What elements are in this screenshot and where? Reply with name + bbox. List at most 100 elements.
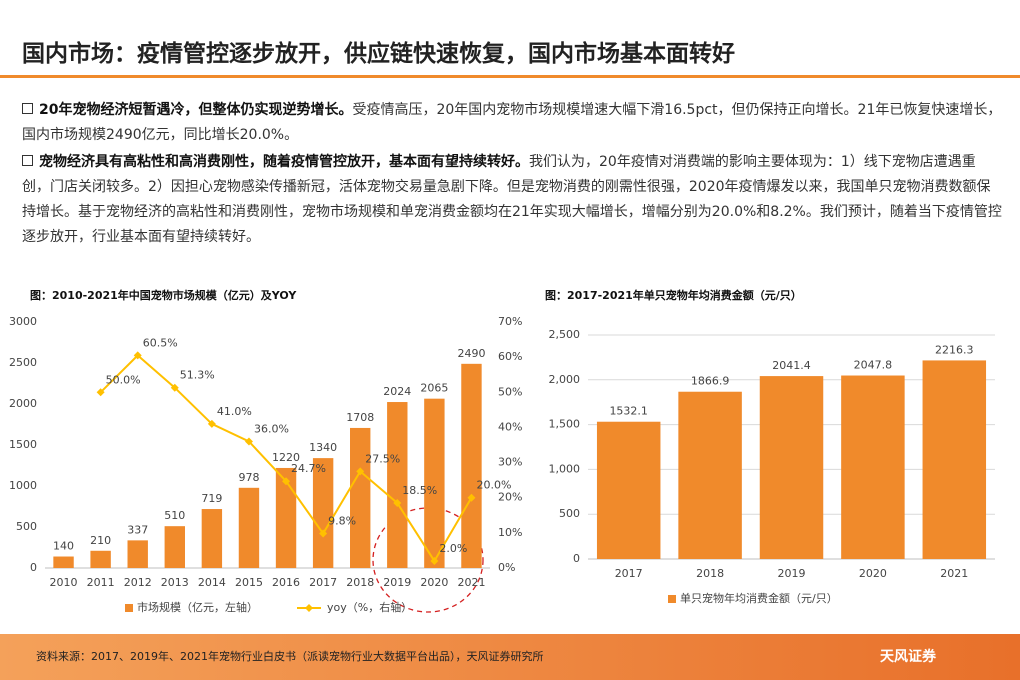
bar-label: 2065 <box>420 382 448 395</box>
y-tick-label: 0 <box>573 552 580 565</box>
line-marker <box>430 556 439 565</box>
y2-tick-label: 10% <box>498 526 522 539</box>
y2-tick-label: 50% <box>498 385 522 398</box>
x-tick-label: 2019 <box>778 567 806 580</box>
bar <box>387 402 408 568</box>
bar-label: 719 <box>201 492 222 505</box>
line-label: 20.0% <box>476 479 511 492</box>
bar <box>312 458 334 568</box>
line-marker <box>207 419 216 428</box>
y2-tick-label: 0% <box>498 561 515 574</box>
charts: 图：2010-2021年中国宠物市场规模（亿元）及YOY 图：2017-2021… <box>9 288 995 614</box>
source: 资料来源：2017、2019年、2021年宠物行业白皮书（派读宠物行业大数据平台… <box>36 650 544 663</box>
y-tick-label: 1,000 <box>549 462 581 475</box>
bullet: 宠物经济具有高粘性和高消费刚性，随着疫情管控放开，基本面有望持续转好。我们认为，… <box>22 150 1002 250</box>
line-label: 41.0% <box>217 405 252 418</box>
y2-tick-label: 40% <box>498 420 522 433</box>
line-label: 60.5% <box>143 336 178 349</box>
y-tick-label: 2000 <box>9 397 37 410</box>
x-tick-label: 2020 <box>420 576 448 589</box>
line-label: 9.8% <box>328 515 356 528</box>
bar-label: 1866.9 <box>691 375 730 388</box>
x-tick-label: 2018 <box>696 567 724 580</box>
y-tick-label: 1,500 <box>549 418 581 431</box>
y-tick-label: 2,000 <box>549 373 581 386</box>
line-label: 36.0% <box>254 422 289 435</box>
bar <box>759 376 824 559</box>
chart-title: 图：2017-2021年单只宠物年均消费金额（元/只） <box>545 288 802 302</box>
bar <box>922 360 987 559</box>
y-tick-label: 2,500 <box>549 328 581 341</box>
line-marker <box>244 437 253 446</box>
line-marker <box>356 467 365 476</box>
x-tick-label: 2017 <box>615 567 643 580</box>
line-marker <box>170 383 179 392</box>
bar-label: 2047.8 <box>854 359 893 372</box>
x-tick-label: 2014 <box>198 576 226 589</box>
bar-label: 1532.1 <box>609 405 648 418</box>
bar-label: 978 <box>238 471 259 484</box>
bar-label: 337 <box>127 523 148 536</box>
legend-swatch <box>668 595 676 603</box>
bullets: 20年宠物经济短暂遇冷，但整体仍实现逆势增长。受疫情高压，20年国内宠物市场规模… <box>22 98 1002 252</box>
line-label: 2.0% <box>439 542 467 555</box>
title-rule <box>0 75 1020 78</box>
bar <box>238 487 260 568</box>
bar <box>90 550 111 568</box>
y2-tick-label: 60% <box>498 350 522 363</box>
bar-label: 2024 <box>383 385 411 398</box>
title: 国内市场：疫情管控逐步放开，供应链快速恢复，国内市场基本面转好 <box>22 41 735 67</box>
x-tick-label: 2018 <box>346 576 374 589</box>
x-tick-label: 2020 <box>859 567 887 580</box>
y-tick-label: 0 <box>30 561 37 574</box>
x-tick-label: 2015 <box>235 576 263 589</box>
bullet-text: 受疫情高压，20年国内宠物市场规模增速大幅下滑16.5pct，但仍保持正向增长。… <box>22 102 1002 143</box>
line-marker <box>282 477 291 486</box>
bar <box>596 421 661 559</box>
x-tick-label: 2013 <box>161 576 189 589</box>
bar <box>275 467 297 568</box>
y2-tick-label: 20% <box>498 491 522 504</box>
line-label: 18.5% <box>402 484 437 497</box>
line-marker <box>393 498 402 507</box>
x-tick-label: 2012 <box>124 576 152 589</box>
y-tick-label: 500 <box>559 507 580 520</box>
line-marker <box>319 529 328 538</box>
x-tick-label: 2019 <box>383 576 411 589</box>
bar <box>841 375 905 559</box>
bar <box>424 398 445 568</box>
line-label: 24.7% <box>291 462 326 475</box>
line-marker <box>133 351 142 360</box>
x-tick-label: 2011 <box>87 576 115 589</box>
bar <box>678 391 742 559</box>
bar-label: 210 <box>90 534 111 547</box>
x-tick-label: 2021 <box>940 567 968 580</box>
bar-label: 510 <box>164 509 185 522</box>
bar <box>53 556 74 568</box>
bar <box>350 427 371 568</box>
y2-tick-label: 30% <box>498 456 522 469</box>
y-tick-label: 2500 <box>9 356 37 369</box>
bar <box>127 540 148 568</box>
bar <box>164 526 185 568</box>
legend-swatch <box>125 604 133 612</box>
bullet: 20年宠物经济短暂遇冷，但整体仍实现逆势增长。受疫情高压，20年国内宠物市场规模… <box>22 98 1002 148</box>
bar-label: 1220 <box>272 451 300 464</box>
legend-label: 市场规模（亿元，左轴） <box>137 600 258 614</box>
bullet-text: 我们认为，20年疫情对消费端的影响主要体现为：1）线下宠物店遭遇重创，门店关闭较… <box>22 154 1002 245</box>
x-tick-label: 2016 <box>272 576 300 589</box>
bar-label: 1708 <box>346 411 374 424</box>
legend-swatch <box>305 604 313 612</box>
logo: 天风证券 <box>880 649 936 665</box>
legend-label: 单只宠物年均消费金额（元/只） <box>680 591 838 605</box>
line-label: 50.0% <box>106 373 141 386</box>
highlight-ellipse <box>372 507 484 613</box>
bar-label: 1340 <box>309 441 337 454</box>
bar <box>461 363 482 568</box>
y-tick-label: 500 <box>16 520 37 533</box>
x-tick-label: 2021 <box>457 576 485 589</box>
chart-title: 图：2010-2021年中国宠物市场规模（亿元）及YOY <box>30 288 297 302</box>
line-marker <box>467 493 476 502</box>
line-label: 27.5% <box>365 452 400 465</box>
